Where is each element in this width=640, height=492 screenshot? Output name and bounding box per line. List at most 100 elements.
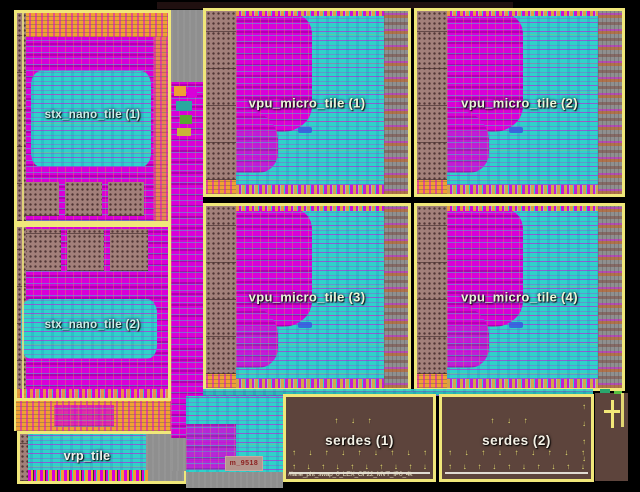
pin-arrow-icon: ↓ [551, 462, 556, 471]
tile-stx-nano-2[interactable]: stx_nano_tile (2) [17, 227, 168, 398]
cell-noise [447, 209, 523, 327]
macro-column [206, 206, 236, 374]
pin-row: ↑ ↓ ↑ ↓ ↑ ↓ ↑ ↓ ↑ ↓ [292, 463, 427, 471]
cell-noise [447, 379, 598, 388]
pin-column: ↑ ↓ ↑ ↓ [582, 403, 586, 463]
cell-noise [206, 180, 236, 194]
pin-arrow-icon: ↓ [506, 416, 511, 425]
macro-instance-label: m_9518 [225, 456, 263, 471]
macro-block [110, 229, 149, 271]
pin-marker-icon [611, 400, 614, 428]
pin-arrow-icon: ↓ [582, 419, 586, 429]
pin-row: ↑ ↓ ↑ [328, 417, 378, 425]
pin-arrow-icon: ↓ [497, 448, 502, 457]
macro-block [174, 86, 186, 96]
cell-noise [509, 127, 523, 133]
pin-row: ↑ ↓ ↑ ↓ ↑ ↓ ↑ ↓ ↑ ↓ [448, 463, 585, 471]
pin-arrow-icon: ↓ [373, 448, 378, 457]
pin-arrow-icon: ↓ [306, 462, 311, 471]
filler-cells [14, 401, 171, 431]
pin-row: ↑ ↓ ↑ ↓ ↑ ↓ ↑ ↓ ↑ [448, 449, 585, 457]
pin-arrow-icon: ↑ [507, 462, 512, 471]
macro-column [17, 13, 26, 221]
macro-column [417, 11, 447, 180]
macro-block [66, 229, 105, 271]
macro-row [23, 229, 149, 271]
macro-block [23, 229, 61, 271]
pin-arrow-icon: ↓ [393, 462, 398, 471]
pin-arrow-icon: ↓ [350, 416, 355, 425]
pin-arrow-icon: ↑ [321, 462, 326, 471]
pin-arrow-icon: ↓ [492, 462, 497, 471]
cell-noise [54, 405, 114, 427]
tile-vpu-micro-4[interactable]: vpu_micro_tile (4) [414, 203, 625, 391]
pin-row: ↑ ↓ ↑ [484, 417, 534, 425]
pin-arrow-icon: ↑ [448, 462, 452, 471]
cell-noise [447, 11, 598, 16]
pin-arrow-icon: ↑ [324, 448, 329, 457]
pin-arrow-icon: ↑ [448, 448, 452, 457]
stx-nano-tile-group[interactable]: stx_nano_tile (1) stx_nano_tile (2) [14, 10, 171, 401]
cell-noise [206, 374, 236, 388]
pin-arrow-icon: ↑ [357, 448, 362, 457]
cell-noise [31, 71, 151, 167]
cell-noise [154, 37, 168, 221]
pin-arrow-icon: ↑ [582, 402, 586, 411]
macro-block [180, 115, 192, 124]
tile-vpu-micro-3[interactable]: vpu_micro_tile (3) [203, 203, 411, 391]
tile-label: serdes (2) [482, 433, 551, 448]
pin-arrow-icon: ↓ [308, 448, 313, 457]
macro-block [177, 128, 191, 136]
pin-arrow-icon: ↑ [423, 448, 427, 457]
cell-noise [28, 470, 148, 481]
macro-column [598, 11, 622, 194]
cell-noise [236, 185, 384, 194]
tile-vpu-micro-1[interactable]: vpu_micro_tile (1) [203, 8, 411, 197]
tile-serdes-2[interactable]: ↑ ↓ ↑ serdes (2) ↑ ↓ ↑ ↓ ↑ ↓ ↑ ↓ ↑ ↑ ↓ ↑ ↓ ↑ ↓ ↑ ↓ ↑ ↓ ↑ ↓ ↑ ↓ [439, 394, 594, 482]
pin-arrow-icon: ↑ [490, 416, 495, 425]
macro-column [598, 206, 622, 388]
routing-area [186, 472, 283, 488]
pin-arrow-icon: ↓ [564, 448, 569, 457]
pin-arrow-icon: ↑ [581, 448, 585, 457]
macro-block [23, 182, 60, 216]
cell-noise [21, 299, 157, 359]
boundary-line [621, 393, 624, 427]
macro-column [384, 11, 408, 194]
pin-arrow-icon: ↑ [536, 462, 541, 471]
cell-noise [447, 111, 489, 173]
macro-row [23, 182, 144, 216]
cell-noise [236, 206, 384, 211]
macro-column [20, 434, 28, 481]
pin-arrow-icon: ↑ [523, 416, 528, 425]
pin-arrow-icon: ↑ [390, 448, 395, 457]
cell-noise [17, 389, 168, 398]
macro-block [65, 182, 102, 216]
cell-noise [447, 306, 489, 368]
tile-vpu-micro-2[interactable]: vpu_micro_tile (2) [414, 8, 625, 197]
pin-arrow-icon: ↑ [582, 436, 586, 446]
pin-arrow-icon: ↓ [464, 448, 469, 457]
pin-arrow-icon: ↓ [531, 448, 536, 457]
cell-noise [236, 379, 384, 388]
pin-arrow-icon: ↑ [547, 448, 552, 457]
macro-block [187, 89, 197, 97]
pin-arrow-icon: ↓ [580, 462, 585, 471]
pin-arrow-icon: ↓ [335, 462, 340, 471]
cell-noise [298, 322, 312, 328]
pin-arrow-icon: ↓ [521, 462, 526, 471]
tile-serdes-1[interactable]: ↑ ↓ ↑ serdes (1) ↑ ↓ ↑ ↓ ↑ ↓ ↑ ↓ ↑ ↑ ↓ ↑ ↓ ↑ ↓ ↑ ↓ ↑ ↓ #lan… [283, 394, 436, 482]
boundary-line [14, 401, 16, 431]
pin-arrow-icon: ↓ [341, 448, 346, 457]
pin-arrow-icon: ↑ [477, 462, 482, 471]
filler-cells [203, 389, 593, 396]
macro-column [417, 206, 447, 374]
tile-vrp[interactable]: vrp_tile [17, 431, 187, 484]
cell-noise [447, 206, 598, 211]
pin-arrow-icon: ↑ [292, 448, 296, 457]
cell-noise [417, 180, 447, 194]
serdes-footnote-text: #lane_pht_swap_0_LEX_GF22_MVT_IP0_4k [288, 471, 413, 478]
pin-arrow-icon: ↓ [422, 462, 427, 471]
tile-stx-nano-1[interactable]: stx_nano_tile (1) [17, 13, 168, 221]
